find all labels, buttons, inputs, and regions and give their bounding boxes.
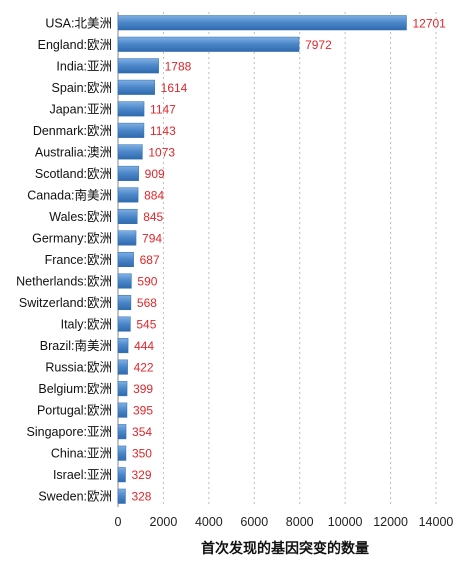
bar: [117, 316, 131, 332]
category-label: China:亚洲: [51, 447, 112, 461]
data-label: 884: [144, 188, 164, 202]
category-label: Netherlands:欧洲: [16, 275, 112, 289]
category-label: Brazil:南美洲: [40, 338, 112, 353]
category-label: Belgium:欧洲: [38, 382, 112, 396]
bar: [117, 230, 137, 246]
category-label: Sweden:欧洲: [38, 490, 112, 504]
data-label: 1614: [161, 81, 188, 95]
category-label: Switzerland:欧洲: [19, 296, 112, 310]
bar: [117, 252, 134, 267]
bar: [117, 424, 127, 440]
bar: [117, 15, 407, 31]
category-label: Russia:欧洲: [45, 361, 112, 375]
bar: [117, 467, 126, 483]
data-label: 568: [137, 296, 157, 310]
bar: [117, 488, 126, 504]
data-label: 1788: [165, 59, 192, 73]
bar: [117, 273, 132, 289]
category-label: Canada:南美洲: [27, 187, 112, 202]
bar: [117, 187, 139, 203]
data-label: 590: [137, 275, 157, 289]
data-label: 399: [133, 382, 153, 396]
data-label: 794: [142, 231, 162, 245]
data-label: 422: [134, 361, 154, 375]
bar: [117, 101, 145, 117]
bar: [117, 58, 159, 74]
bar: [117, 208, 138, 224]
category-label: Italy:欧洲: [61, 318, 112, 332]
bar: [117, 295, 132, 311]
data-label: 1143: [150, 124, 176, 138]
bar: [117, 402, 128, 418]
data-label: 328: [131, 490, 151, 504]
category-label: Singapore:亚洲: [27, 425, 112, 439]
category-label: England:欧洲: [38, 38, 112, 52]
data-label: 350: [132, 447, 152, 461]
data-label: 7972: [305, 38, 332, 52]
data-label: 395: [133, 404, 153, 418]
data-label: 687: [140, 253, 160, 267]
x-tick-label: 10000: [328, 515, 363, 529]
category-label: Japan:亚洲: [49, 102, 112, 116]
bars: [117, 15, 407, 504]
bar: [117, 144, 143, 160]
category-label: Germany:欧洲: [32, 231, 112, 245]
bar: [117, 36, 300, 52]
category-label: Wales:欧洲: [49, 210, 112, 224]
bar: [117, 79, 155, 95]
x-tick-label: 4000: [195, 515, 223, 529]
x-axis-title: 首次发现的基因突变的数量: [201, 540, 369, 557]
bar: [117, 381, 128, 397]
data-label: 329: [131, 468, 151, 482]
data-label: 845: [143, 210, 163, 224]
bar: [117, 445, 127, 461]
data-labels: 12701 7972 1788 1614 1147 1143 1073 909 884 845 79…: [131, 16, 446, 503]
category-label: Portugal:欧洲: [37, 404, 112, 418]
category-label: Spain:欧洲: [52, 81, 112, 95]
data-label: 444: [134, 339, 154, 353]
x-tick-label: 12000: [373, 515, 408, 529]
data-label: 545: [136, 318, 156, 332]
category-labels: USA:北美洲 England:欧洲 India:亚洲 Spain:欧洲 Japan:亚…: [16, 16, 112, 503]
bar: [117, 122, 145, 138]
data-label: 354: [132, 425, 152, 439]
bar: [117, 338, 129, 354]
x-tick-label: 0: [115, 515, 122, 529]
data-label: 909: [145, 167, 165, 181]
category-label: Australia:澳洲: [35, 145, 112, 159]
bar: [117, 165, 139, 181]
category-label: USA:北美洲: [45, 16, 112, 30]
data-label: 1073: [148, 145, 175, 159]
category-label: Israel:亚洲: [53, 468, 112, 482]
x-tick-label: 6000: [240, 515, 268, 529]
x-axis-ticks: 0 2000 4000 6000 8000 10000 12000 14000: [115, 515, 454, 529]
data-label: 1147: [150, 102, 176, 116]
category-label: India:亚洲: [56, 59, 112, 73]
bar: [117, 359, 128, 375]
category-label: France:欧洲: [45, 253, 112, 267]
x-tick-label: 8000: [286, 515, 314, 529]
category-label: Denmark:欧洲: [33, 124, 112, 138]
data-label: 12701: [412, 16, 446, 30]
category-label: Scotland:欧洲: [35, 167, 112, 181]
x-tick-label: 2000: [150, 515, 178, 529]
x-tick-label: 14000: [419, 515, 454, 529]
